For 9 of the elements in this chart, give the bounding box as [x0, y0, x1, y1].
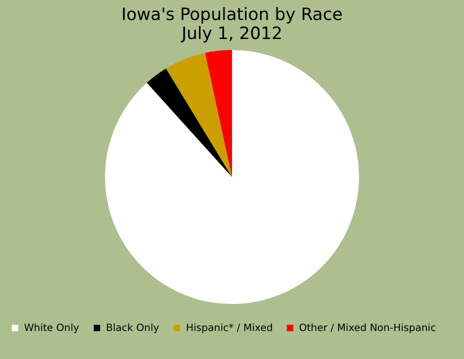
- legend-label: Hispanic* / Mixed: [186, 323, 273, 334]
- pie-slice: [205, 50, 232, 177]
- chart-title: Iowa's Population by Race July 1, 2012: [121, 5, 343, 44]
- pie-slice: [105, 50, 359, 304]
- legend-label: Other / Mixed Non-Hispanic: [299, 323, 436, 334]
- legend-label: Black Only: [106, 323, 160, 334]
- pie-slice: [166, 52, 232, 177]
- legend-label: White Only: [24, 323, 80, 334]
- pie-slice: [146, 68, 232, 177]
